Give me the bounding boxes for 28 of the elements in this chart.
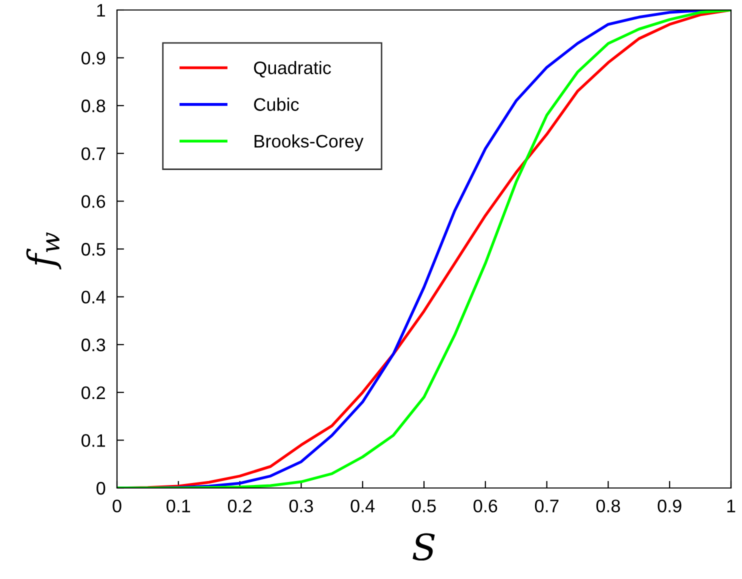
x-tick-label: 1 (727, 500, 736, 512)
y-tick-label: 0.1 (81, 434, 106, 447)
x-tick-label: 0.5 (412, 500, 436, 512)
x-tick-label: 0 (112, 500, 122, 512)
x-tick-label: 0.4 (350, 500, 375, 512)
y-tick-label: 0 (96, 482, 106, 495)
x-tick-label: 0.8 (596, 500, 620, 512)
x-tick-label: 0.7 (534, 500, 558, 512)
x-tick-label: 0.6 (474, 500, 498, 512)
x-tick-label: 0.1 (166, 500, 190, 512)
x-axis-title: S (412, 533, 435, 561)
y-tick-label: 0.4 (81, 290, 106, 304)
y-tick-label: 0.5 (81, 242, 106, 256)
legend-label: Cubic (254, 98, 299, 111)
y-tick-label: 0.8 (81, 100, 106, 112)
line-series (117, 10, 731, 488)
y-axis-title: f$_{w}$ (26, 232, 62, 270)
x-tick-label: 0.3 (289, 500, 313, 512)
y-tick-label: 0.3 (81, 338, 106, 352)
legend-label: Brooks-Corey (254, 134, 364, 152)
y-tick-label: 0.9 (81, 52, 106, 65)
y-tick-label: 0.6 (81, 195, 106, 208)
y-tick-label: 1 (97, 4, 106, 17)
y-tick-label: 0.2 (81, 386, 105, 400)
y-tick-label: 0.7 (81, 147, 105, 160)
x-tick-label: 0.2 (228, 500, 252, 512)
x-tick-label: 0.9 (658, 500, 682, 512)
legend-label: Quadratic (254, 60, 331, 78)
